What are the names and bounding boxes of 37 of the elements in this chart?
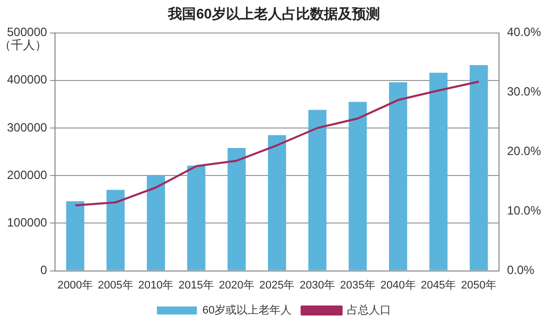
- y-tick-label: 500000: [6, 25, 48, 40]
- chart-title: 我国60岁以上老人占比数据及预测: [167, 5, 380, 22]
- bar: [429, 72, 448, 270]
- bar: [66, 201, 84, 270]
- y2-tick-label: 40.0%: [506, 25, 542, 40]
- bar: [187, 166, 206, 270]
- legend-label: 占总人口: [347, 304, 392, 317]
- y2-tick-label: 0.0%: [506, 263, 535, 278]
- y-tick-label: 400000: [6, 72, 48, 87]
- x-tick-label: 2030年: [300, 279, 336, 292]
- bar: [389, 82, 408, 270]
- x-tick-label: 2020年: [218, 279, 254, 292]
- x-tick-label: 2000年: [57, 279, 93, 292]
- y-tick-label: 100000: [6, 216, 48, 230]
- bar: [348, 102, 367, 270]
- x-tick-label: 2050年: [461, 279, 497, 292]
- bar: [268, 135, 286, 270]
- bar: [106, 190, 125, 270]
- bar: [308, 110, 326, 270]
- x-tick-label: 2005年: [98, 279, 134, 292]
- y-tick-label: 200000: [6, 168, 48, 182]
- bar: [470, 65, 488, 270]
- x-tick-label: 2035年: [340, 279, 376, 292]
- y-tick-label: 300000: [6, 120, 48, 134]
- y2-tick-label: 10.0%: [506, 204, 542, 218]
- x-tick-label: 2025年: [259, 279, 295, 292]
- x-tick-label: 2045年: [420, 279, 456, 292]
- legend-label: 60岁或以上老年人: [202, 304, 292, 317]
- y2-tick-label: 20.0%: [506, 144, 542, 158]
- x-tick-label: 2015年: [178, 279, 214, 292]
- y2-tick-label: 30.0%: [506, 84, 542, 99]
- x-tick-label: 2040年: [380, 279, 416, 292]
- bar: [228, 148, 246, 270]
- x-tick-label: 2010年: [138, 279, 174, 292]
- bar: [146, 176, 166, 270]
- y-tick-label: 0: [40, 263, 48, 278]
- y-axis-title: （千人）: [0, 38, 48, 52]
